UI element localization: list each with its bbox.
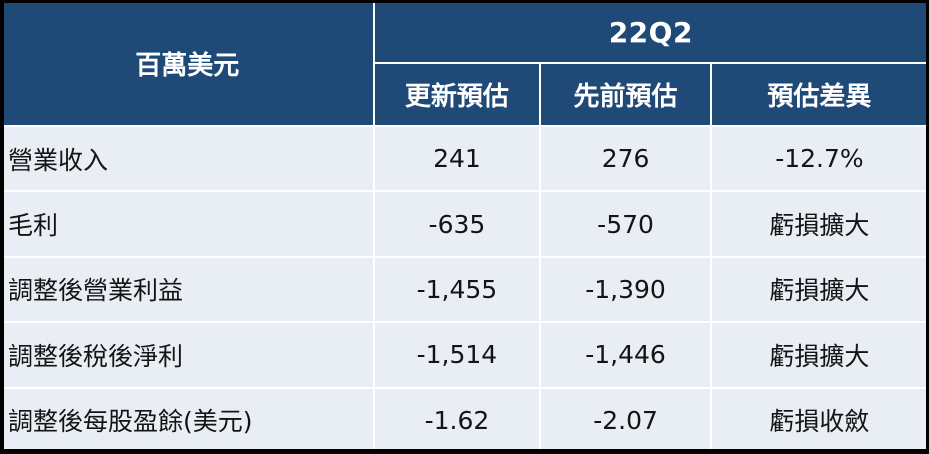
adj-operating-income-difference-value: 虧損擴大 — [711, 257, 927, 322]
adj-net-income-previous-value: -1,446 — [541, 323, 710, 387]
table-row: 營業收入 241 276 -12.7% — [2, 127, 927, 191]
adj-eps-difference-value: 虧損收斂 — [711, 388, 927, 452]
revenue-updated-value: 241 — [374, 127, 540, 191]
row-label-adj-operating-income: 調整後營業利益 — [2, 257, 373, 322]
row-label-adj-eps: 調整後每股盈餘(美元) — [2, 388, 373, 452]
table-row: 毛利 -635 -570 虧損擴大 — [2, 192, 927, 256]
period-header-cell: 22Q2 — [374, 2, 927, 62]
column-header-updated-estimate: 更新預估 — [374, 64, 540, 125]
table-row: 調整後稅後淨利 -1,514 -1,446 虧損擴大 — [2, 323, 927, 387]
row-label-revenue: 營業收入 — [2, 127, 373, 191]
column-header-previous-estimate: 先前預估 — [541, 64, 710, 125]
gross-profit-updated-value: -635 — [374, 192, 540, 256]
adj-eps-previous-value: -2.07 — [541, 388, 710, 452]
column-header-estimate-difference: 預估差異 — [711, 64, 927, 125]
header-row-columns: 更新預估 先前預估 預估差異 — [2, 64, 927, 125]
gross-profit-previous-value: -570 — [541, 192, 710, 256]
table-row: 調整後營業利益 -1,455 -1,390 虧損擴大 — [2, 257, 927, 322]
adj-eps-updated-value: -1.62 — [374, 388, 540, 452]
revenue-previous-value: 276 — [541, 127, 710, 191]
row-label-gross-profit: 毛利 — [2, 192, 373, 256]
gross-profit-difference-value: 虧損擴大 — [711, 192, 927, 256]
adj-net-income-updated-value: -1,514 — [374, 323, 540, 387]
header-row-period: 百萬美元 22Q2 — [2, 2, 927, 125]
adj-operating-income-previous-value: -1,390 — [541, 257, 710, 322]
unit-header-cell: 百萬美元 — [2, 2, 373, 125]
revenue-difference-value: -12.7% — [711, 127, 927, 191]
table-row: 調整後每股盈餘(美元) -1.62 -2.07 虧損收斂 — [2, 388, 927, 452]
adj-operating-income-updated-value: -1,455 — [374, 257, 540, 322]
adj-net-income-difference-value: 虧損擴大 — [711, 323, 927, 387]
row-label-adj-net-income: 調整後稅後淨利 — [2, 323, 373, 387]
